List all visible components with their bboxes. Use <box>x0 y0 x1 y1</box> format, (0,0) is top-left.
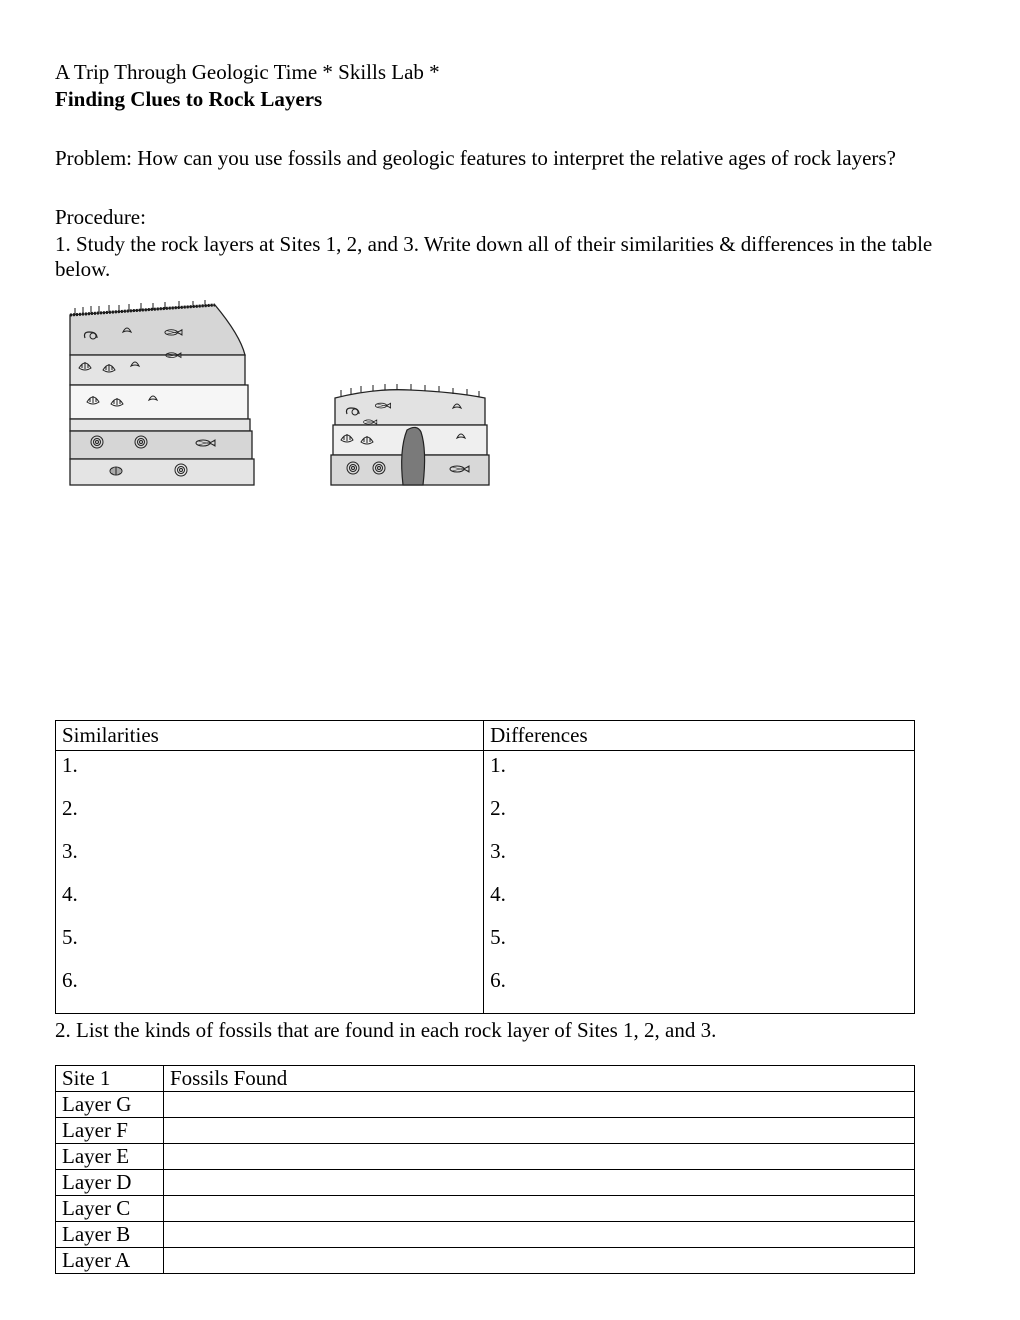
layer-label: Layer C <box>56 1196 164 1222</box>
layer-label: Layer F <box>56 1118 164 1144</box>
differences-header: Differences <box>484 721 915 751</box>
site-header: Site 1 <box>56 1066 164 1092</box>
rock-layer-diagrams <box>65 300 965 490</box>
worksheet-page: A Trip Through Geologic Time * Skills La… <box>0 0 1020 1320</box>
layer-label: Layer B <box>56 1222 164 1248</box>
similarities-cell[interactable]: 1. 2. 3. 4. 5. 6. <box>56 751 484 1014</box>
procedure-heading: Procedure: <box>55 205 965 230</box>
table-row: Layer C <box>56 1196 915 1222</box>
layer-label: Layer D <box>56 1170 164 1196</box>
fossils-table: Site 1 Fossils Found Layer G Layer F Lay… <box>55 1065 915 1274</box>
problem-statement: Problem: How can you use fossils and geo… <box>55 146 965 171</box>
table-row: Layer G <box>56 1092 915 1118</box>
fossils-cell[interactable] <box>164 1222 915 1248</box>
fossils-cell[interactable] <box>164 1144 915 1170</box>
procedure-step-1: 1. Study the rock layers at Sites 1, 2, … <box>55 232 965 282</box>
procedure-step-2: 2. List the kinds of fossils that are fo… <box>55 1018 965 1043</box>
table-row: Layer E <box>56 1144 915 1170</box>
fossils-cell[interactable] <box>164 1092 915 1118</box>
fossils-cell[interactable] <box>164 1196 915 1222</box>
fossils-cell[interactable] <box>164 1248 915 1274</box>
site1-diagram <box>65 300 265 490</box>
fossils-cell[interactable] <box>164 1170 915 1196</box>
site2-diagram <box>325 380 495 490</box>
worksheet-title: Finding Clues to Rock Layers <box>55 87 965 112</box>
table-row: Layer B <box>56 1222 915 1248</box>
similarities-header: Similarities <box>56 721 484 751</box>
table-row: Layer A <box>56 1248 915 1274</box>
table-row: Layer D <box>56 1170 915 1196</box>
course-subtitle: A Trip Through Geologic Time * Skills La… <box>55 60 965 85</box>
layer-label: Layer A <box>56 1248 164 1274</box>
differences-cell[interactable]: 1. 2. 3. 4. 5. 6. <box>484 751 915 1014</box>
fossils-cell[interactable] <box>164 1118 915 1144</box>
fossils-found-header: Fossils Found <box>164 1066 915 1092</box>
layer-label: Layer E <box>56 1144 164 1170</box>
table-row: Layer F <box>56 1118 915 1144</box>
similarities-differences-table: Similarities Differences 1. 2. 3. 4. 5. … <box>55 720 915 1014</box>
layer-label: Layer G <box>56 1092 164 1118</box>
